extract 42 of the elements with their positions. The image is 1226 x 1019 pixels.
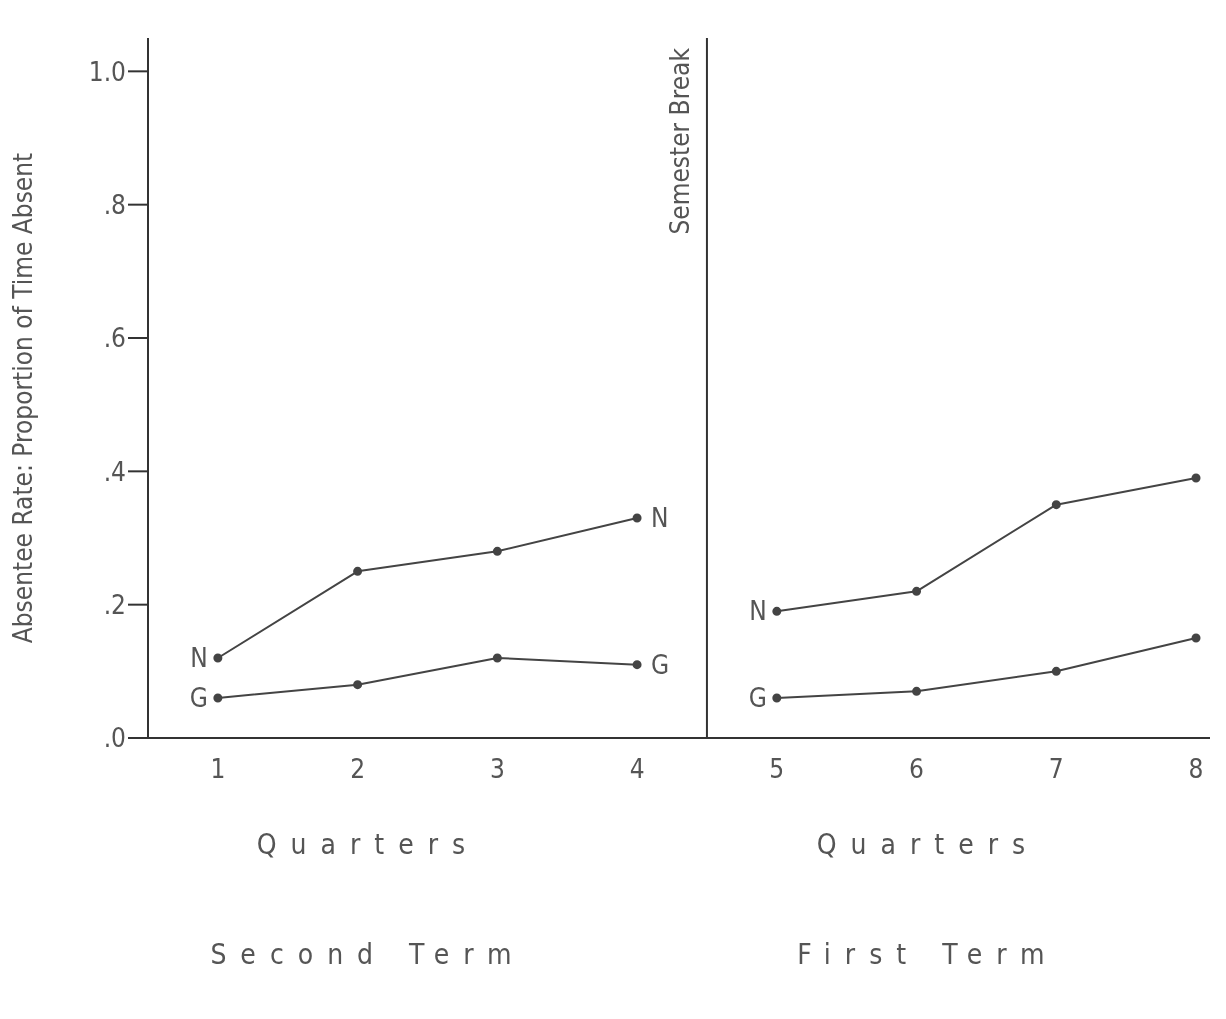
text: N [651,503,669,533]
series-label: G [189,683,208,713]
point [912,686,922,696]
point [912,586,922,596]
y-tick-label: .4 [103,456,126,487]
point [1191,473,1201,483]
y-tick-label: .0 [103,723,126,754]
series-label: N [190,643,208,673]
series-label: N [749,596,767,627]
x-tick-label: 4 [629,754,645,785]
ref-line-label: Semester Break [664,47,695,235]
x-tick-label: 7 [1048,754,1064,785]
series-label: G [748,683,767,713]
point [632,660,642,670]
x-tick-label: 8 [1188,754,1204,785]
point [492,546,502,556]
point [772,606,782,616]
x-tick-label: 2 [350,754,366,785]
x-tick-label: 5 [769,754,785,785]
point [353,680,363,690]
text: First Term [796,938,1060,971]
point [1191,633,1201,643]
y-axis-title: Absentee Rate: Proportion of Time Absent [8,152,39,644]
x-tick-label: 3 [489,754,505,785]
y-tick-label: .6 [103,323,126,354]
x-tick-label: 6 [909,754,924,785]
point [1051,500,1061,510]
text: G [651,649,670,680]
point [492,653,502,663]
text: Quarters [815,828,1041,861]
y-tick-label: .2 [103,589,126,620]
point [1051,666,1061,676]
text: Quarters [255,828,481,861]
y-tick-label: .8 [103,189,126,220]
y-tick-label: 1.0 [88,56,126,87]
point [772,693,782,703]
x-tick-label: 1 [210,754,226,785]
point [632,513,642,523]
point [213,653,223,663]
point [353,566,363,576]
text: Second Term [209,938,527,971]
point [213,693,223,703]
